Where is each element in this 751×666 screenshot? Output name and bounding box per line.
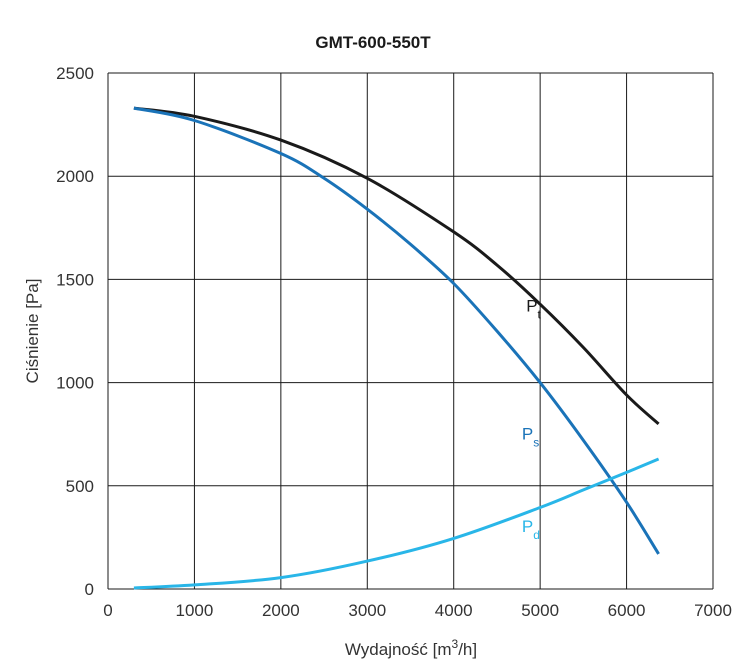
- series-label-main: P: [522, 424, 533, 443]
- x-axis-title: Wydajność [m3/h]: [345, 637, 477, 659]
- x-tick-label: 3000: [348, 601, 386, 620]
- y-axis-title: Ciśnienie [Pa]: [23, 279, 42, 384]
- series-label-Ps: Ps: [522, 424, 539, 449]
- x-tick-label: 5000: [521, 601, 559, 620]
- y-tick-labels: 0 500 1000 1500 2000 2500: [56, 64, 94, 599]
- x-tick-label: 1000: [176, 601, 214, 620]
- y-tick-label: 500: [66, 477, 94, 496]
- x-tick-label: 6000: [608, 601, 646, 620]
- y-tick-label: 2500: [56, 64, 94, 83]
- series-line-Pt: [133, 106, 660, 426]
- grid: [107, 72, 714, 590]
- y-tick-label: 1500: [56, 270, 94, 289]
- series-label-Pt: Pt: [526, 296, 541, 321]
- series-curves: [133, 106, 660, 590]
- series-label-subscript: s: [533, 435, 539, 449]
- x-axis-title-suffix: /h]: [458, 640, 477, 659]
- series-label-subscript: d: [533, 528, 540, 542]
- series-label-Pd: Pd: [522, 517, 540, 542]
- y-tick-label: 1000: [56, 374, 94, 393]
- y-tick-label: 0: [85, 580, 94, 599]
- x-tick-label: 0: [103, 601, 112, 620]
- y-tick-label: 2000: [56, 167, 94, 186]
- x-tick-label: 4000: [435, 601, 473, 620]
- series-label-main: P: [526, 296, 537, 315]
- x-axis-title-sup: 3: [452, 637, 459, 651]
- series-label-subscript: t: [538, 307, 542, 321]
- x-tick-label: 7000: [694, 601, 732, 620]
- series-line-Ps: [133, 106, 660, 555]
- series-line-Pd: [133, 457, 660, 590]
- x-tick-labels: 0 1000 2000 3000 4000 5000 6000 7000: [103, 601, 732, 620]
- chart-title: GMT-600-550T: [315, 33, 431, 52]
- series-label-main: P: [522, 517, 533, 536]
- x-tick-label: 2000: [262, 601, 300, 620]
- x-axis-title-prefix: Wydajność [m: [345, 640, 452, 659]
